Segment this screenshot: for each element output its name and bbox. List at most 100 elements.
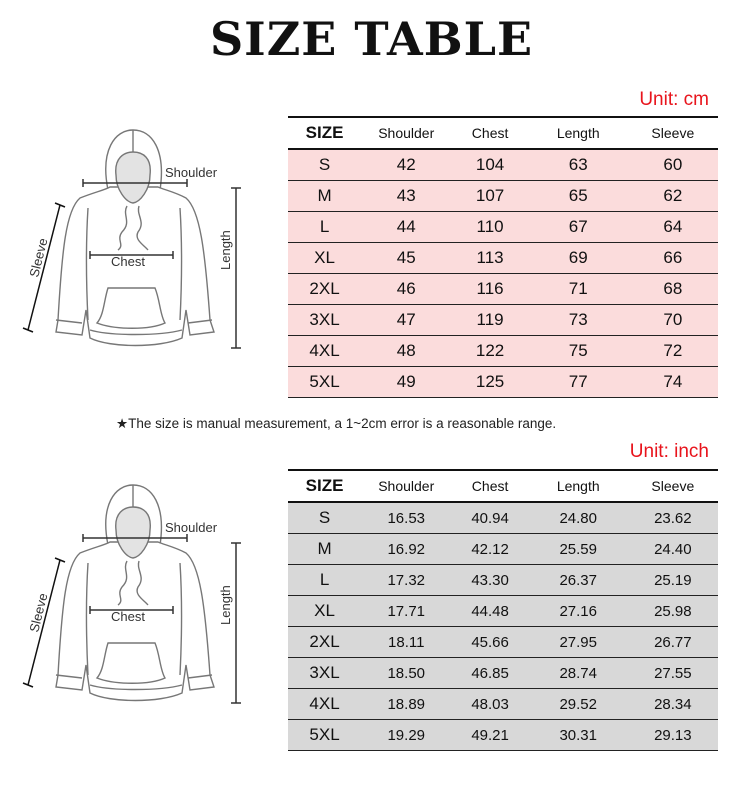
- cell-size: 3XL: [288, 304, 362, 336]
- column-header-chest: Chest: [451, 469, 529, 503]
- column-header-sleeve: Sleeve: [627, 116, 718, 150]
- measurement-note: ★The size is manual measurement, a 1~2cm…: [116, 416, 557, 431]
- table-header: SIZE Shoulder Chest Length Sleeve: [288, 469, 718, 503]
- column-header-shoulder: Shoulder: [361, 116, 452, 150]
- unit-cm-label: Unit: cm: [639, 89, 709, 110]
- length-label: Length: [218, 230, 233, 270]
- column-header-length: Length: [528, 116, 628, 150]
- cell-shoulder: 42: [361, 149, 452, 181]
- cell-sleeve: 70: [627, 304, 718, 336]
- cell-sleeve: 28.34: [627, 688, 718, 720]
- cell-sleeve: 23.62: [627, 502, 718, 534]
- cell-shoulder: 45: [361, 242, 452, 274]
- table-row: 4XL 48 122 75 72: [288, 335, 718, 367]
- cell-chest: 42.12: [451, 533, 529, 565]
- table-row: M 16.92 42.12 25.59 24.40: [288, 533, 718, 565]
- cell-shoulder: 47: [361, 304, 452, 336]
- unit-inch-label: Unit: inch: [629, 441, 709, 462]
- cell-sleeve: 24.40: [627, 533, 718, 565]
- cell-length: 71: [528, 273, 628, 305]
- table-row: XL 45 113 69 66: [288, 242, 718, 274]
- cell-length: 75: [528, 335, 628, 367]
- cell-size: L: [288, 564, 362, 596]
- cell-sleeve: 27.55: [627, 657, 718, 689]
- cell-chest: 104: [451, 149, 529, 181]
- cell-size: S: [288, 149, 362, 181]
- cell-size: 2XL: [288, 626, 362, 658]
- cell-chest: 116: [451, 273, 529, 305]
- cell-shoulder: 17.32: [361, 564, 452, 596]
- cell-sleeve: 25.19: [627, 564, 718, 596]
- cell-chest: 110: [451, 211, 529, 243]
- cell-shoulder: 44: [361, 211, 452, 243]
- cell-shoulder: 18.89: [361, 688, 452, 720]
- cell-chest: 107: [451, 180, 529, 212]
- cell-length: 67: [528, 211, 628, 243]
- cell-shoulder: 19.29: [361, 719, 452, 751]
- shoulder-label: Shoulder: [165, 165, 218, 180]
- cell-sleeve: 25.98: [627, 595, 718, 627]
- cell-shoulder: 18.50: [361, 657, 452, 689]
- cell-length: 69: [528, 242, 628, 274]
- cell-length: 28.74: [528, 657, 628, 689]
- cell-sleeve: 60: [627, 149, 718, 181]
- table-row: 2XL 46 116 71 68: [288, 273, 718, 305]
- cell-sleeve: 26.77: [627, 626, 718, 658]
- cell-size: M: [288, 533, 362, 565]
- table-header: SIZE Shoulder Chest Length Sleeve: [288, 116, 718, 150]
- column-header-length: Length: [528, 469, 628, 503]
- cell-chest: 43.30: [451, 564, 529, 596]
- table-row: 3XL 47 119 73 70: [288, 304, 718, 336]
- table-row: XL 17.71 44.48 27.16 25.98: [288, 595, 718, 627]
- column-header-size: SIZE: [288, 469, 362, 503]
- table-row: 5XL 19.29 49.21 30.31 29.13: [288, 719, 718, 751]
- hoodie-diagram-icon: Shoulder Chest Length Sleeve: [22, 484, 241, 704]
- cell-size: S: [288, 502, 362, 534]
- cell-length: 26.37: [528, 564, 628, 596]
- page-title: SIZE TABLE: [209, 12, 534, 66]
- table-row: S 16.53 40.94 24.80 23.62: [288, 502, 718, 534]
- cell-length: 25.59: [528, 533, 628, 565]
- column-header-chest: Chest: [451, 116, 529, 150]
- table-row: S 42 104 63 60: [288, 149, 718, 181]
- cell-sleeve: 64: [627, 211, 718, 243]
- cell-chest: 48.03: [451, 688, 529, 720]
- cell-chest: 44.48: [451, 595, 529, 627]
- cell-size: 5XL: [288, 366, 362, 398]
- cell-chest: 125: [451, 366, 529, 398]
- cell-size: 4XL: [288, 335, 362, 367]
- cell-sleeve: 66: [627, 242, 718, 274]
- cell-length: 30.31: [528, 719, 628, 751]
- cell-size: M: [288, 180, 362, 212]
- cell-shoulder: 16.92: [361, 533, 452, 565]
- length-label: Length: [218, 585, 233, 625]
- cell-size: XL: [288, 242, 362, 274]
- table-row: 5XL 49 125 77 74: [288, 366, 718, 398]
- cell-chest: 119: [451, 304, 529, 336]
- cell-length: 73: [528, 304, 628, 336]
- chest-label: Chest: [111, 609, 145, 624]
- cell-length: 29.52: [528, 688, 628, 720]
- cell-length: 65: [528, 180, 628, 212]
- cell-size: L: [288, 211, 362, 243]
- hoodie-diagram-icon: Shoulder Chest Length Sleeve: [22, 129, 241, 349]
- size-table-cm: SIZE Shoulder Chest Length Sleeve S 42 104 63 60 M…: [288, 116, 718, 398]
- cell-shoulder: 17.71: [361, 595, 452, 627]
- cell-chest: 113: [451, 242, 529, 274]
- table-row: L 44 110 67 64: [288, 211, 718, 243]
- cell-chest: 122: [451, 335, 529, 367]
- column-header-size: SIZE: [288, 116, 362, 150]
- cell-chest: 46.85: [451, 657, 529, 689]
- table-row: M 43 107 65 62: [288, 180, 718, 212]
- cell-length: 27.16: [528, 595, 628, 627]
- cell-size: 3XL: [288, 657, 362, 689]
- chest-label: Chest: [111, 254, 145, 269]
- cell-size: XL: [288, 595, 362, 627]
- cell-shoulder: 43: [361, 180, 452, 212]
- cell-size: 2XL: [288, 273, 362, 305]
- cell-sleeve: 72: [627, 335, 718, 367]
- cell-shoulder: 46: [361, 273, 452, 305]
- cell-sleeve: 68: [627, 273, 718, 305]
- cell-chest: 49.21: [451, 719, 529, 751]
